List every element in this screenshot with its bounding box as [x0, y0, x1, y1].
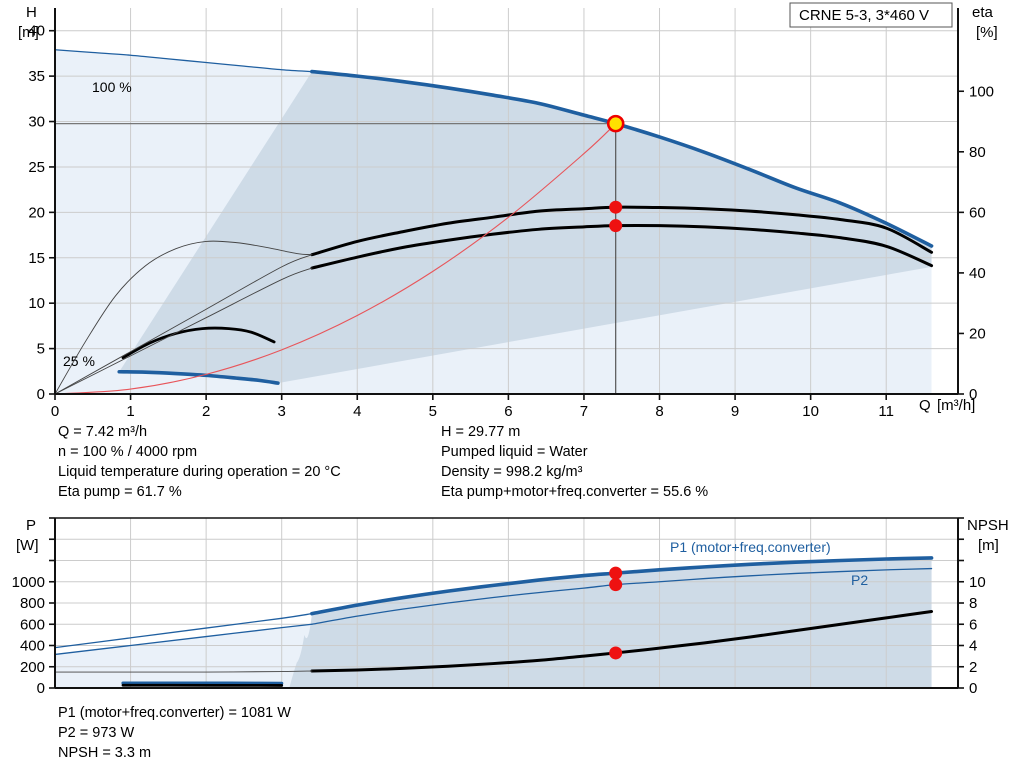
xtick-label: 11	[878, 403, 894, 420]
xtick-label: 4	[353, 403, 361, 420]
ytick-label: 600	[20, 616, 45, 633]
upper-tick-labels: 0 5 10 15 20 25 30 35 40 0 20 40 60 80 100 0 1 2 3 4 5 6 7 8 9 10…	[28, 23, 994, 420]
ytick-label: 10	[28, 295, 45, 312]
ytick-label: 400	[20, 638, 45, 655]
xtick-label: 8	[655, 403, 663, 420]
y2tick-label: 2	[969, 659, 977, 676]
curve-3	[54, 623, 313, 656]
xtick-label: 1	[126, 403, 134, 420]
curve-1	[54, 49, 313, 73]
duty-point-marker	[606, 114, 625, 133]
p1-duty-marker	[609, 566, 623, 580]
lower-tick-labels: 0 200 400 600 800 1000 0 2 4 6 8 10	[12, 517, 986, 697]
ytick-label: 800	[20, 595, 45, 612]
xtick-label: 10	[802, 403, 819, 420]
ytick-label: 1000	[12, 574, 45, 591]
y2tick-label: 40	[969, 265, 986, 282]
y2tick-label: 8	[969, 595, 977, 612]
xtick-label: 0	[51, 403, 59, 420]
ytick-label: 15	[28, 250, 45, 267]
xtick-label: 9	[731, 403, 739, 420]
curve-2	[117, 369, 280, 385]
lower-grid	[55, 517, 958, 688]
ytick-label: 20	[28, 204, 45, 221]
ytick-label: 5	[37, 341, 45, 358]
ytick-label: 25	[28, 159, 45, 176]
ytick-label: 0	[37, 386, 45, 403]
y2tick-label: 0	[969, 680, 977, 697]
npsh-duty-marker	[609, 646, 623, 660]
y2tick-label: 60	[969, 204, 986, 221]
ytick-label: 30	[28, 114, 45, 131]
curve-9	[54, 123, 617, 395]
xtick-label: 5	[429, 403, 437, 420]
xtick-label: 3	[278, 403, 286, 420]
xtick-label: 2	[202, 403, 210, 420]
curve-2	[54, 612, 313, 649]
operating-range-envelope	[119, 71, 932, 384]
ytick-label: 35	[28, 68, 45, 85]
curve-7	[54, 670, 313, 673]
eta-total-marker	[609, 219, 623, 233]
y2tick-label: 100	[969, 83, 994, 100]
xtick-label: 6	[504, 403, 512, 420]
y2tick-label: 20	[969, 325, 986, 342]
y2tick-label: 6	[969, 616, 977, 633]
xtick-label: 7	[580, 403, 588, 420]
ytick-label: 200	[20, 659, 45, 676]
ytick-label: 0	[37, 680, 45, 697]
y2tick-label: 10	[969, 574, 986, 591]
y2tick-label: 4	[969, 638, 977, 655]
curve-8	[54, 267, 313, 395]
lower-chart-group: 0 200 400 600 800 1000 0 2 4 6 8 10	[12, 517, 986, 697]
eta-pump-marker	[609, 200, 623, 214]
y2tick-label: 80	[969, 144, 986, 161]
curve-7	[54, 254, 313, 395]
upper-chart-group: 0 5 10 15 20 25 30 35 40 0 20 40 60 80 100 0 1 2 3 4 5 6 7 8 9 10…	[28, 8, 994, 420]
upper-grid	[55, 8, 958, 394]
y2tick-label: 0	[969, 386, 977, 403]
power-operating-envelope	[289, 557, 932, 688]
curve-6	[54, 240, 313, 395]
curve-5	[121, 326, 276, 360]
ytick-label: 40	[28, 23, 45, 40]
p2-duty-marker	[609, 578, 623, 592]
